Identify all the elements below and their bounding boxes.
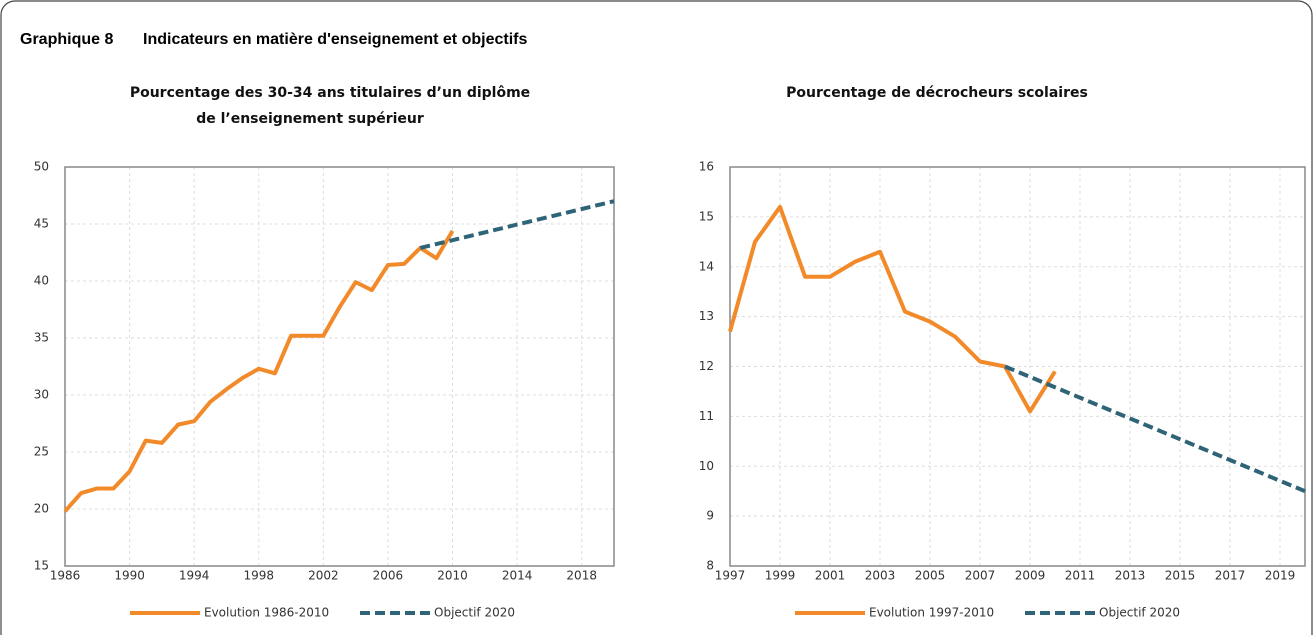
x-tick-label: 1986 [50, 569, 81, 583]
y-tick-label: 15 [34, 559, 49, 573]
x-tick-label: 2002 [308, 569, 339, 583]
legend-label: Evolution 1997-2010 [869, 606, 994, 620]
y-tick-label: 9 [706, 509, 714, 523]
x-tick-label: 2001 [815, 569, 846, 583]
series-line [419, 199, 615, 250]
y-tick-label: 40 [34, 274, 49, 288]
x-tick-label: 2007 [965, 569, 996, 583]
y-tick-label: 15 [699, 209, 714, 223]
x-tick-label: 1998 [243, 569, 274, 583]
x-tick-label: 2014 [502, 569, 533, 583]
y-tick-label: 35 [34, 331, 49, 345]
x-tick-label: 2011 [1065, 569, 1096, 583]
legend-label: Objectif 2020 [1099, 606, 1180, 620]
y-tick-label: 11 [699, 409, 714, 423]
y-tick-label: 8 [706, 559, 714, 573]
y-tick-label: 14 [699, 259, 714, 273]
figure-title: Indicateurs en matière d'enseignement et… [143, 31, 527, 48]
x-tick-label: 2013 [1115, 569, 1146, 583]
x-tick-label: 2003 [865, 569, 896, 583]
y-tick-label: 50 [34, 160, 49, 174]
series-line [728, 204, 1057, 414]
plot-border [729, 166, 1306, 567]
x-tick-label: 2009 [1015, 569, 1046, 583]
x-tick-label: 2006 [373, 569, 404, 583]
x-tick-label: 2019 [1265, 569, 1296, 583]
y-tick-label: 12 [699, 359, 714, 373]
y-tick-label: 13 [699, 309, 714, 323]
chart-title: Pourcentage des 30-34 ans titulaires d’u… [130, 85, 530, 101]
chart-title: Pourcentage de décrocheurs scolaires [786, 85, 1088, 101]
legend-label: Objectif 2020 [434, 606, 515, 620]
y-tick-label: 30 [34, 388, 49, 402]
series-line [63, 229, 455, 513]
plot-border [64, 166, 615, 567]
x-tick-label: 2005 [915, 569, 946, 583]
y-tick-label: 20 [34, 502, 49, 516]
x-tick-label: 2017 [1215, 569, 1246, 583]
x-tick-label: 2015 [1165, 569, 1196, 583]
y-tick-label: 16 [699, 160, 714, 174]
series-line [1004, 364, 1306, 494]
x-tick-label: 1994 [179, 569, 210, 583]
x-tick-label: 2018 [566, 569, 597, 583]
x-tick-label: 1997 [715, 569, 746, 583]
y-tick-label: 10 [699, 459, 714, 473]
x-tick-label: 1990 [114, 569, 145, 583]
figure-label: Graphique 8 [20, 31, 113, 48]
y-tick-label: 45 [34, 217, 49, 231]
x-tick-label: 1999 [765, 569, 796, 583]
legend-label: Evolution 1986-2010 [204, 606, 329, 620]
y-tick-label: 25 [34, 445, 49, 459]
chart-title: de l’enseignement supérieur [196, 111, 424, 127]
x-tick-label: 2010 [437, 569, 468, 583]
